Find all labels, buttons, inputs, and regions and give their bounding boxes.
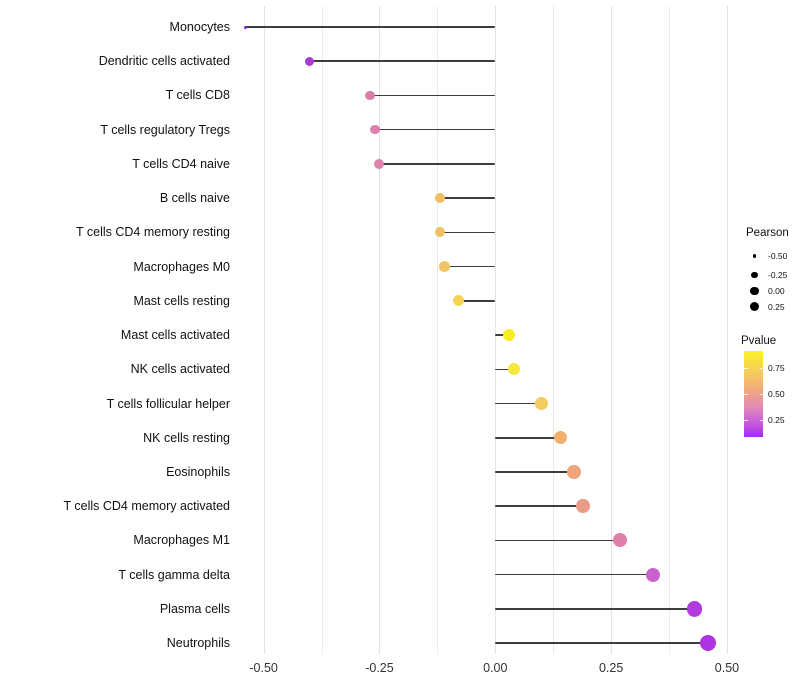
- lollipop-stem: [458, 300, 496, 302]
- lollipop-dot: [700, 635, 717, 652]
- lollipop-stem: [495, 437, 561, 439]
- category-label: T cells regulatory Tregs: [100, 122, 230, 137]
- lollipop-dot: [439, 261, 450, 272]
- gridline-minor: [321, 6, 323, 654]
- lollipop-stem: [374, 128, 496, 131]
- category-label: T cells follicular helper: [106, 396, 230, 411]
- x-axis-tick-label: 0.00: [483, 661, 508, 675]
- pvalue-colorbar-tick: [759, 368, 763, 370]
- category-label: T cells CD4 memory activated: [63, 499, 231, 514]
- lollipop-dot: [243, 25, 247, 29]
- category-label: T cells CD8: [165, 88, 230, 103]
- lollipop-dot: [374, 158, 385, 169]
- lollipop-dot: [567, 465, 581, 479]
- lollipop-dot: [535, 397, 548, 410]
- lollipop-stem: [495, 505, 584, 507]
- lollipop-dot: [507, 363, 520, 376]
- legend-size-label: -0.50: [768, 251, 788, 261]
- lollipop-stem: [495, 334, 510, 336]
- lollipop-stem: [245, 26, 496, 28]
- gridline-minor: [437, 6, 439, 654]
- pvalue-colorbar-tick: [744, 368, 748, 370]
- lollipop-stem: [495, 539, 621, 542]
- category-label: Neutrophils: [166, 636, 230, 651]
- lollipop-stem: [370, 94, 496, 97]
- category-label: NK cells activated: [130, 362, 230, 377]
- lollipop-dot: [434, 193, 445, 204]
- pvalue-tick-label: 0.75: [768, 363, 785, 374]
- x-axis-tick-label: 0.25: [598, 661, 624, 675]
- category-label: Macrophages M0: [133, 259, 230, 274]
- lollipop-dot: [503, 329, 516, 342]
- lollipop-dot: [553, 431, 567, 445]
- pvalue-colorbar-tick: [744, 419, 748, 421]
- category-label: Plasma cells: [159, 601, 230, 616]
- lollipop-dot: [645, 567, 660, 582]
- category-label: T cells CD4 memory resting: [76, 225, 230, 240]
- lollipop-dot: [613, 533, 628, 548]
- legend-size-label: 0.00: [768, 286, 785, 296]
- gridline-major: [495, 6, 497, 654]
- category-label: Monocytes: [169, 20, 230, 34]
- category-label: Dendritic cells activated: [98, 54, 230, 69]
- lollipop-dot: [434, 227, 445, 238]
- legend-pearson-title: Pearson: [746, 227, 789, 239]
- legend-size-dot: [750, 286, 759, 296]
- x-axis-tick-label: -0.50: [249, 661, 278, 675]
- gridline-major: [379, 6, 381, 654]
- lollipop-stem: [444, 265, 496, 268]
- lollipop-dot: [365, 90, 375, 101]
- legend-pvalue-title: Pvalue: [741, 335, 777, 347]
- lollipop-stem: [439, 231, 496, 234]
- lollipop-stem: [495, 642, 709, 644]
- category-label: NK cells resting: [143, 430, 230, 445]
- x-axis-tick-label: 0.50: [714, 661, 740, 675]
- legend-size-dot: [751, 271, 758, 279]
- pvalue-tick-label: 0.50: [768, 389, 785, 399]
- category-label: Mast cells resting: [133, 293, 230, 308]
- gridline-minor: [669, 6, 671, 654]
- gridline-major: [263, 6, 265, 654]
- lollipop-stem: [439, 197, 496, 199]
- gridline-minor: [553, 6, 555, 654]
- pvalue-colorbar-tick: [744, 394, 748, 395]
- x-axis-tick-label: -0.25: [365, 661, 394, 675]
- plot-panel: [221, 6, 737, 654]
- legend-size-label: -0.25: [768, 270, 788, 280]
- lollipop-stem: [495, 471, 575, 473]
- legend-size-label: 0.25: [768, 301, 785, 312]
- lollipop-stem: [495, 608, 695, 610]
- lollipop-stem: [495, 368, 514, 371]
- legend-size-dot: [752, 254, 757, 258]
- pvalue-colorbar-tick: [759, 394, 763, 395]
- lollipop-dot: [370, 124, 380, 135]
- pvalue-tick-label: 0.25: [768, 414, 785, 425]
- gridline-major: [726, 6, 728, 654]
- category-label: Macrophages M1: [133, 533, 230, 548]
- category-label: T cells gamma delta: [118, 567, 230, 582]
- gridline-major: [611, 6, 613, 654]
- lollipop-stem: [379, 163, 496, 165]
- lollipop-dot: [305, 56, 315, 66]
- lollipop-stem: [309, 60, 496, 62]
- lollipop-dot: [686, 601, 703, 617]
- category-label: T cells CD4 naive: [132, 156, 230, 171]
- lollipop-dot: [576, 499, 591, 514]
- lollipop-stem: [495, 573, 653, 576]
- legend-size-dot: [749, 301, 760, 312]
- category-label: B cells naive: [159, 191, 230, 206]
- category-label: Mast cells activated: [120, 328, 230, 343]
- lollipop-stem: [495, 402, 542, 405]
- lollipop-dot: [452, 295, 464, 307]
- pvalue-colorbar: [744, 351, 763, 437]
- pvalue-colorbar-tick: [759, 419, 763, 421]
- category-label: Eosinophils: [166, 464, 230, 479]
